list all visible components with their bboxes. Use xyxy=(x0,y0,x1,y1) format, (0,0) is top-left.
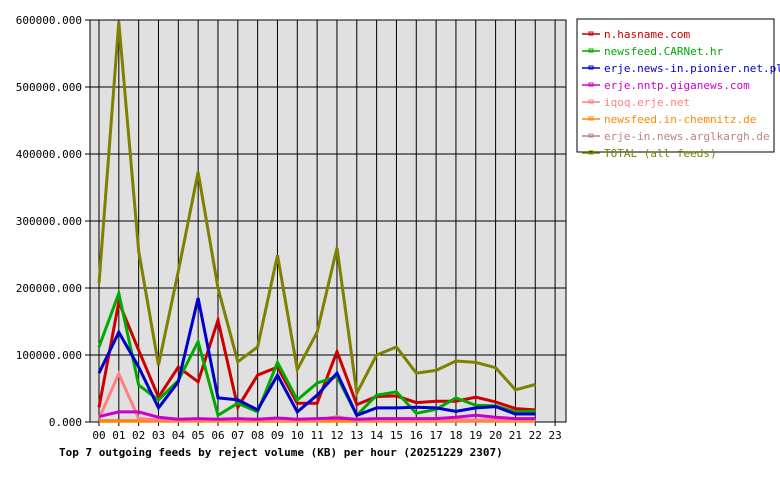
y-tick-label: 0.000 xyxy=(49,416,82,429)
legend-label: newsfeed.CARNet.hr xyxy=(604,45,724,58)
legend-label: erje-in.news.arglkargh.de xyxy=(604,130,770,143)
legend-label: n.hasname.com xyxy=(604,28,690,41)
legend-label: erje.nntp.giganews.com xyxy=(604,79,750,92)
x-tick-label: 05 xyxy=(192,429,205,442)
x-tick-label: 11 xyxy=(311,429,324,442)
legend-marker-icon xyxy=(588,31,594,36)
legend-item: newsfeed.in-chemnitz.de xyxy=(582,113,756,126)
y-tick-label: 100000.000 xyxy=(16,349,82,362)
x-tick-label: 10 xyxy=(291,429,304,442)
y-tick-label: 600000.000 xyxy=(16,14,82,27)
x-tick-label: 22 xyxy=(529,429,542,442)
legend-box xyxy=(576,18,775,153)
legend-item: n.hasname.com xyxy=(582,28,690,41)
series-line-erje-news-in-pionier-net-pl xyxy=(97,297,536,418)
y-tick-label: 300000.000 xyxy=(16,215,82,228)
legend-label: erje.news-in.pionier.net.pl xyxy=(604,62,780,75)
legend-item: newsfeed.CARNet.hr xyxy=(582,45,724,58)
x-tick-label: 12 xyxy=(330,429,343,442)
legend-item: iqoq.erje.net xyxy=(582,96,690,109)
chart-title: Top 7 outgoing feeds by reject volume (K… xyxy=(59,446,503,459)
y-axis: 0.000 100000.000 200000.000 300000.000 40000… xyxy=(16,14,90,429)
x-tick-label: 13 xyxy=(350,429,363,442)
legend-item: erje.nntp.giganews.com xyxy=(582,79,750,92)
x-tick-label: 08 xyxy=(251,429,264,442)
y-tick-label: 200000.000 xyxy=(16,282,82,295)
series-lines xyxy=(97,21,536,423)
x-tick-label: 02 xyxy=(132,429,145,442)
x-tick-label: 07 xyxy=(231,429,244,442)
x-tick-label: 04 xyxy=(172,429,186,442)
x-tick-label: 00 xyxy=(92,429,105,442)
x-tick-label: 16 xyxy=(410,429,423,442)
legend-label: TOTAL (all feeds) xyxy=(604,147,717,160)
y-tick-label: 400000.000 xyxy=(16,148,82,161)
x-tick-label: 03 xyxy=(152,429,165,442)
legend-label: iqoq.erje.net xyxy=(604,96,690,109)
legend-marker-icon xyxy=(588,65,594,70)
legend-label: newsfeed.in-chemnitz.de xyxy=(604,113,756,126)
x-tick-label: 06 xyxy=(211,429,224,442)
x-tick-label: 23 xyxy=(548,429,561,442)
x-tick-label: 15 xyxy=(390,429,403,442)
x-tick-label: 21 xyxy=(509,429,522,442)
y-tick-label: 500000.000 xyxy=(16,81,82,94)
x-tick-label: 18 xyxy=(449,429,462,442)
legend-marker-icon xyxy=(588,82,594,87)
x-tick-label: 14 xyxy=(370,429,384,442)
x-tick-label: 17 xyxy=(429,429,442,442)
x-tick-label: 01 xyxy=(112,429,125,442)
series-line-total-all-feeds- xyxy=(97,21,536,399)
series-line-erje-nntp-giganews-com xyxy=(98,410,536,421)
legend-item: erje.news-in.pionier.net.pl xyxy=(582,62,780,75)
legend-marker-icon xyxy=(588,133,594,138)
legend-item: TOTAL (all feeds) xyxy=(582,147,717,160)
legend-marker-icon xyxy=(588,48,594,53)
x-axis: 00 01 02 03 04 05 06 07 08 09 10 11 12 13 14 15 16 17 18 19… xyxy=(92,422,562,442)
legend-item: erje-in.news.arglkargh.de xyxy=(582,130,770,143)
legend-marker-icon xyxy=(588,116,594,121)
legend-marker-icon xyxy=(588,99,594,104)
x-tick-label: 09 xyxy=(271,429,284,442)
legend: n.hasname.com newsfeed.CARNet.hr erje.news… xyxy=(576,18,780,160)
x-tick-label: 19 xyxy=(469,429,482,442)
x-tick-label: 20 xyxy=(489,429,502,442)
series-line-newsfeed-carnet-hr xyxy=(97,288,536,418)
legend-marker-icon xyxy=(588,150,594,155)
